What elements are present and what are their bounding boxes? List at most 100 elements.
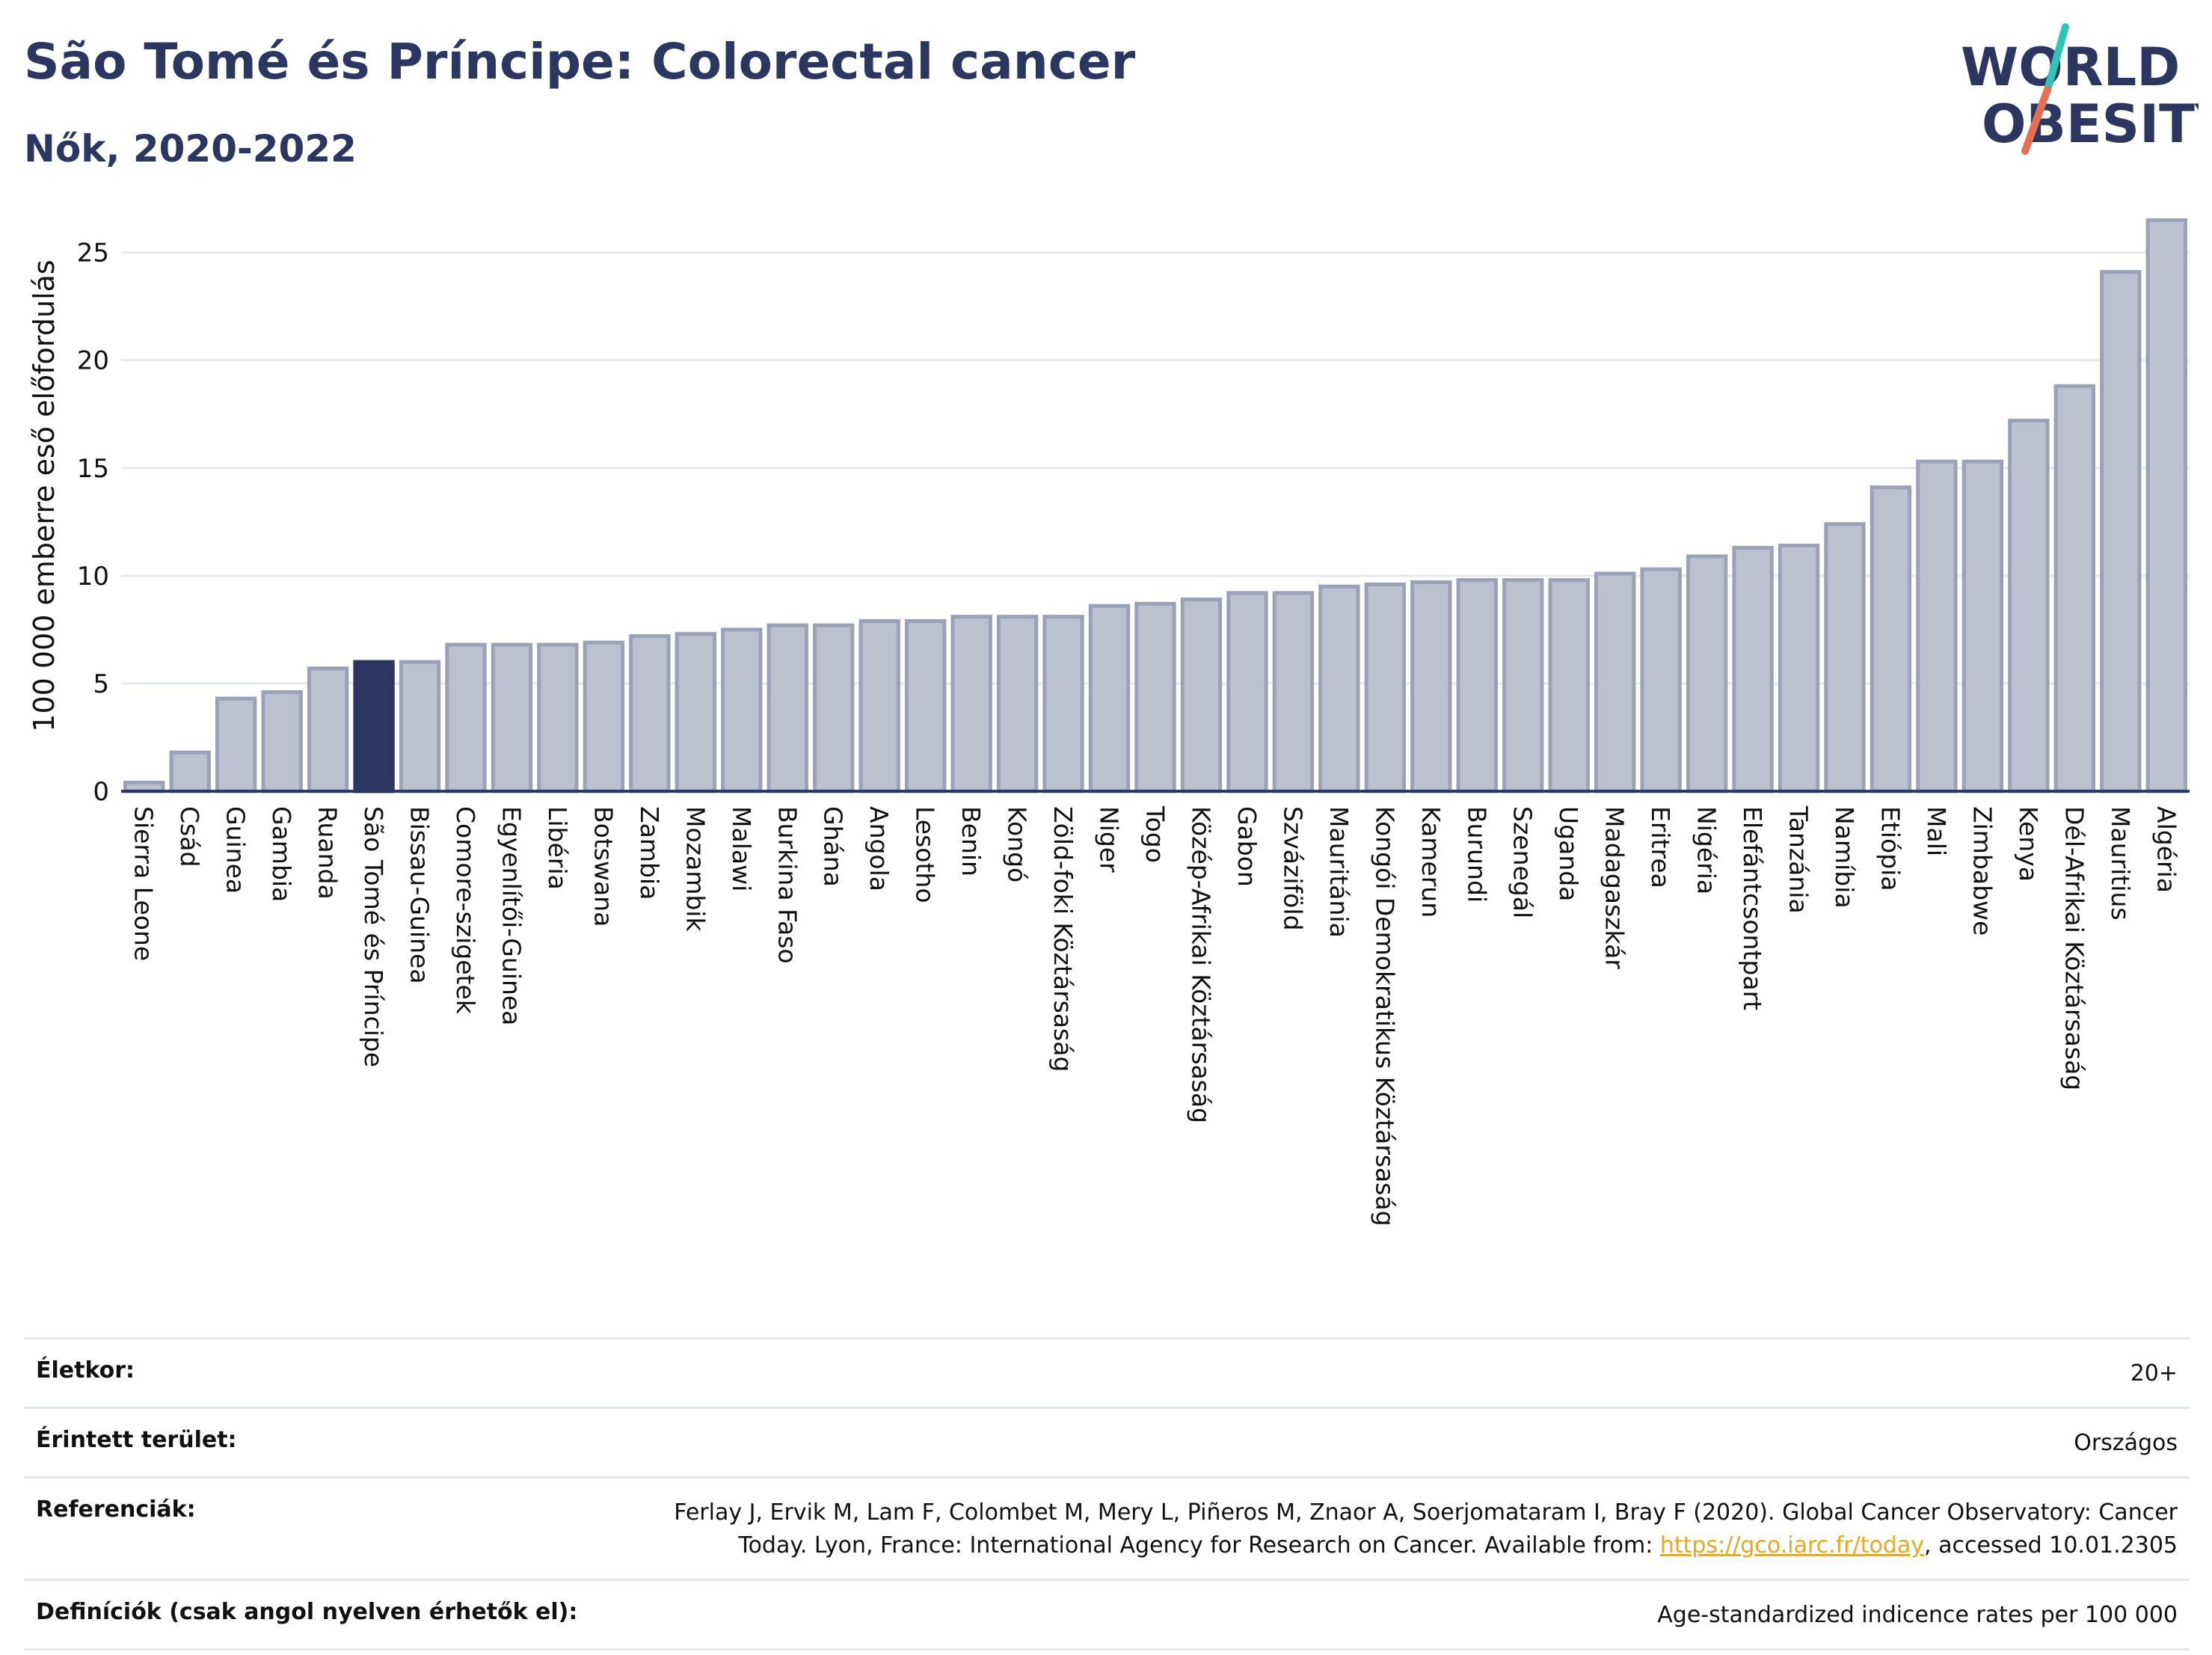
bar[interactable] xyxy=(1640,567,1682,793)
x-tick-label: Gambia xyxy=(267,806,296,902)
bar[interactable] xyxy=(675,632,717,793)
bar[interactable] xyxy=(1594,571,1636,793)
bar[interactable] xyxy=(1088,604,1131,793)
bar[interactable] xyxy=(2100,270,2142,793)
bar[interactable] xyxy=(2145,218,2187,793)
bar[interactable] xyxy=(1410,580,1452,793)
bar[interactable] xyxy=(1042,615,1084,793)
meta-value-definitions: Age-standardized indicence rates per 100… xyxy=(1657,1602,2178,1628)
bar[interactable] xyxy=(399,660,441,793)
bar[interactable] xyxy=(1961,459,2004,793)
x-tick-label: Burundi xyxy=(1462,806,1491,903)
y-tick-label: 20 xyxy=(77,346,109,376)
bar[interactable] xyxy=(904,618,947,793)
y-tick-label: 0 xyxy=(93,777,109,807)
bar[interactable] xyxy=(996,615,1039,793)
x-tick-label: Algéria xyxy=(2151,806,2181,893)
bar[interactable] xyxy=(445,642,487,793)
x-tick-label: Burkina Faso xyxy=(772,806,802,964)
bar[interactable] xyxy=(2053,384,2096,793)
x-tick-label: Dél-Afrikai Köztársaság xyxy=(2059,806,2089,1090)
x-tick-label: Kenya xyxy=(2014,806,2043,882)
x-tick-label: Guinea xyxy=(221,806,251,894)
logo-line-2: OBESITY xyxy=(1982,93,2199,155)
bar[interactable] xyxy=(1272,591,1315,793)
x-tick-label: Kongó xyxy=(1003,806,1032,882)
x-tick-label: Mali xyxy=(1922,806,1951,856)
chart-title: São Tomé és Príncipe: Colorectal cancer xyxy=(24,33,1136,90)
x-tick-label: Niger xyxy=(1095,806,1124,873)
bar[interactable] xyxy=(1134,601,1176,793)
bar[interactable] xyxy=(1502,578,1544,793)
bar[interactable] xyxy=(721,627,763,793)
bar[interactable] xyxy=(1686,554,1728,793)
logo-line-1: WORLD xyxy=(1961,37,2180,98)
x-tick-label: Eritrea xyxy=(1646,806,1675,888)
logo-slash-teal xyxy=(2044,23,2069,93)
y-tick-label: 15 xyxy=(77,454,109,484)
bar[interactable] xyxy=(858,618,900,793)
bar[interactable] xyxy=(1824,522,1866,793)
bar[interactable] xyxy=(1180,598,1223,793)
x-tick-label: Angola xyxy=(864,806,894,891)
y-tick-label: 25 xyxy=(77,239,109,268)
x-tick-label: Libéria xyxy=(543,806,572,890)
meta-row-definitions: Definíciók (csak angol nyelven érhetők e… xyxy=(24,1579,2190,1651)
reference-link[interactable]: https://gco.iarc.fr/today xyxy=(1659,1532,1925,1559)
bar[interactable] xyxy=(950,615,992,793)
bar[interactable] xyxy=(629,634,671,793)
bar[interactable] xyxy=(215,696,257,793)
meta-value-age: 20+ xyxy=(2130,1360,2178,1387)
y-axis-ticks: 0 5 10 15 20 25 xyxy=(77,239,109,807)
bar[interactable] xyxy=(307,666,349,793)
bar[interactable] xyxy=(2008,418,2050,793)
meta-row-references: Referenciák: Ferlay J, Ervik M, Lam F, C… xyxy=(24,1476,2190,1579)
bar[interactable] xyxy=(1732,545,1774,793)
x-tick-label: Namíbia xyxy=(1830,806,1859,909)
bar[interactable] xyxy=(1870,485,1912,793)
x-tick-label: Etiópia xyxy=(1875,806,1905,891)
meta-row-age: Életkor: 20+ xyxy=(24,1337,2190,1407)
x-tick-label: Gabon xyxy=(1232,806,1262,887)
meta-key-age: Életkor: xyxy=(36,1357,135,1384)
bar[interactable] xyxy=(1364,582,1407,793)
x-tick-label: Sierra Leone xyxy=(129,806,159,961)
x-tick-label: Benin xyxy=(956,806,986,876)
x-tick-label: Elefántcsontpart xyxy=(1738,806,1767,1010)
bar[interactable] xyxy=(1548,578,1590,793)
bar-chart: 0 5 10 15 20 25 Sierra Leone Csád Guinea Gambia R… xyxy=(28,218,2190,1226)
x-tick-label: Uganda xyxy=(1554,806,1583,901)
bar[interactable] xyxy=(1778,544,1820,793)
meta-key-references: Referenciák: xyxy=(36,1496,196,1523)
x-tick-label: Zimbabwe xyxy=(1967,806,1997,936)
reference-text: Ferlay J, Ervik M, Lam F, Colombet M, Me… xyxy=(674,1499,2178,1559)
x-tick-label: Szenegál xyxy=(1508,806,1537,918)
x-tick-label: Comore-szigetek xyxy=(451,806,480,1015)
bar[interactable] xyxy=(813,623,855,793)
bar[interactable] xyxy=(491,642,533,793)
meta-value-references: Ferlay J, Ervik M, Lam F, Colombet M, Me… xyxy=(607,1496,2178,1562)
y-tick-label: 5 xyxy=(93,669,109,699)
bar[interactable] xyxy=(261,690,303,793)
bar[interactable] xyxy=(766,623,808,793)
logo-slash-coral xyxy=(2021,86,2051,155)
bar[interactable] xyxy=(1318,584,1360,793)
bar[interactable] xyxy=(169,750,211,793)
x-tick-label: Csád xyxy=(175,806,204,867)
bar[interactable] xyxy=(537,642,579,793)
bar[interactable] xyxy=(583,640,625,793)
bar[interactable] xyxy=(1456,578,1498,793)
x-tick-label: Zambia xyxy=(635,806,664,900)
reference-suffix: , accessed 10.01.2305 xyxy=(1924,1532,2178,1559)
x-tick-label: Közép-Afrikai Köztársaság xyxy=(1186,806,1215,1123)
x-tick-label: Lesotho xyxy=(911,806,940,903)
x-tick-label: Nigéria xyxy=(1692,806,1721,894)
bar[interactable] xyxy=(353,660,395,793)
x-tick-label: Egyenlítői-Guinea xyxy=(497,806,526,1025)
x-tick-label: Kamerun xyxy=(1416,806,1446,918)
meta-value-area: Országos xyxy=(2074,1430,2178,1456)
bar[interactable] xyxy=(1226,591,1268,793)
x-tick-label: Bissau-Guinea xyxy=(405,806,434,984)
x-tick-label: Szváziföld xyxy=(1278,806,1307,930)
bar[interactable] xyxy=(1916,459,1958,793)
